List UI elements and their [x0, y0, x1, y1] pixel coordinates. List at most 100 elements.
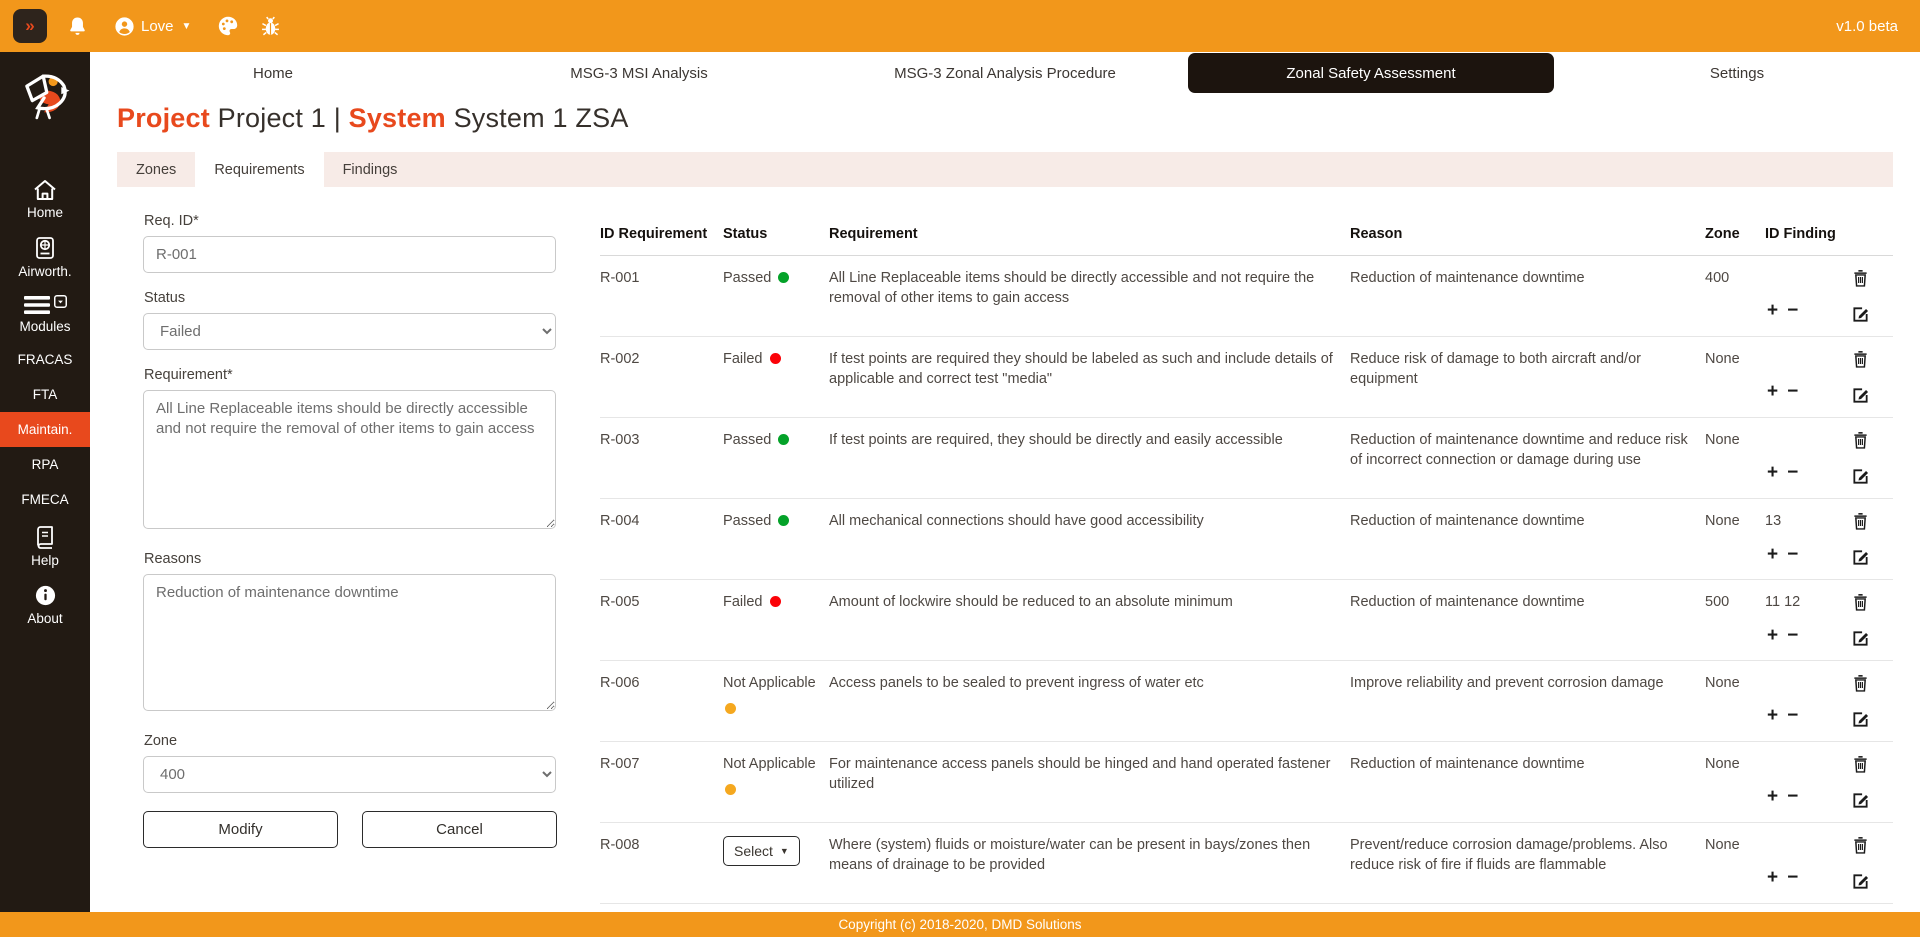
page-title: Project Project 1 | System System 1 ZSA	[117, 103, 629, 133]
add-finding-button[interactable]: +	[1767, 543, 1779, 565]
status-select-button[interactable]: Select ▼	[723, 836, 800, 867]
remove-finding-button[interactable]: −	[1787, 705, 1799, 727]
edit-requirement-button[interactable]	[1852, 711, 1869, 728]
tab-zones[interactable]: Zones	[117, 152, 195, 187]
cell-zone: None	[1705, 660, 1765, 743]
nav-item-msg3-msi-analysis[interactable]: MSG-3 MSI Analysis	[456, 53, 822, 93]
col-header-id-finding: ID Finding	[1765, 213, 1852, 257]
cell-requirement: Amount of lockwire should be reduced to …	[829, 579, 1350, 662]
delete-requirement-button[interactable]	[1852, 593, 1869, 611]
copyright-text: Copyright (c) 2018-2020, DMD Solutions	[838, 917, 1082, 932]
cell-status: Not Applicable	[723, 660, 829, 743]
table-row: R-005 Failed Amount of lockwire should b…	[600, 579, 1893, 662]
col-header-actions	[1852, 213, 1893, 257]
sidebar-item-rpa[interactable]: RPA	[0, 447, 90, 482]
sidebar-item-maintain[interactable]: Maintain.	[0, 412, 90, 447]
cell-id-finding: 13 + −	[1765, 498, 1852, 581]
edit-requirement-button[interactable]	[1852, 549, 1869, 566]
delete-requirement-button[interactable]	[1852, 836, 1869, 854]
cell-req-id: R-007	[600, 741, 723, 824]
add-finding-button[interactable]: +	[1767, 381, 1779, 403]
cell-status: Failed	[723, 336, 829, 419]
reasons-textarea[interactable]	[143, 574, 556, 711]
cell-actions	[1852, 255, 1893, 338]
status-value: Passed	[723, 270, 790, 286]
modify-button[interactable]: Modify	[143, 811, 338, 848]
delete-requirement-button[interactable]	[1852, 512, 1869, 530]
edit-requirement-button[interactable]	[1852, 873, 1869, 890]
edit-requirement-button[interactable]	[1852, 630, 1869, 647]
delete-requirement-button[interactable]	[1852, 269, 1869, 287]
status-dot-icon	[769, 596, 781, 608]
debug-bug-icon[interactable]	[259, 13, 282, 39]
remove-finding-button[interactable]: −	[1787, 381, 1799, 403]
status-dot-icon	[778, 272, 790, 284]
cell-zone: 400	[1705, 255, 1765, 338]
status-value: Failed	[723, 594, 781, 610]
cell-requirement: If test points are required they should …	[829, 336, 1350, 419]
table-row: R-001 Passed All Line Replaceable items …	[600, 255, 1893, 338]
nav-item-home[interactable]: Home	[90, 53, 456, 93]
edit-requirement-button[interactable]	[1852, 468, 1869, 485]
edit-requirement-button[interactable]	[1852, 387, 1869, 404]
sidebar-item-modules[interactable]: Modules	[0, 287, 90, 342]
cell-requirement: Where (system) fluids or moisture/water …	[829, 822, 1350, 905]
cell-actions	[1852, 822, 1893, 905]
cell-req-id: R-006	[600, 660, 723, 743]
theme-palette-icon[interactable]	[216, 13, 240, 39]
req-id-label: Req. ID*	[144, 213, 199, 229]
delete-requirement-button[interactable]	[1852, 350, 1869, 368]
main-nav: Home MSG-3 MSI Analysis MSG-3 Zonal Anal…	[90, 53, 1920, 93]
sidebar-item-airworthiness[interactable]: Airworth.	[0, 228, 90, 287]
delete-requirement-button[interactable]	[1852, 431, 1869, 449]
version-label: v1.0 beta	[1836, 17, 1898, 35]
table-row: R-004 Passed All mechanical connections …	[600, 498, 1893, 581]
sidebar-item-help[interactable]: Help	[0, 517, 90, 576]
nav-item-settings[interactable]: Settings	[1554, 53, 1920, 93]
tab-requirements[interactable]: Requirements	[195, 152, 324, 187]
status-dot-icon	[725, 783, 736, 795]
add-finding-button[interactable]: +	[1767, 300, 1779, 322]
sidebar-toggle-button[interactable]: »	[13, 9, 47, 43]
add-finding-button[interactable]: +	[1767, 462, 1779, 484]
sidebar-item-home[interactable]: Home	[0, 171, 90, 228]
delete-requirement-button[interactable]	[1852, 674, 1869, 692]
add-finding-button[interactable]: +	[1767, 786, 1779, 808]
remove-finding-button[interactable]: −	[1787, 867, 1799, 889]
nav-item-msg3-zonal-analysis-procedure[interactable]: MSG-3 Zonal Analysis Procedure	[822, 53, 1188, 93]
cell-status: Failed	[723, 579, 829, 662]
status-select[interactable]: Failed	[143, 313, 556, 350]
edit-requirement-button[interactable]	[1852, 792, 1869, 809]
remove-finding-button[interactable]: −	[1787, 462, 1799, 484]
delete-requirement-button[interactable]	[1852, 755, 1869, 773]
sidebar-item-about[interactable]: About	[0, 576, 90, 634]
remove-finding-button[interactable]: −	[1787, 786, 1799, 808]
remove-finding-button[interactable]: −	[1787, 300, 1799, 322]
sidebar: Home Airworth. Modules FRACAS FTA Mainta…	[0, 52, 90, 912]
finding-ids: 11 12	[1765, 594, 1801, 611]
requirement-textarea[interactable]	[143, 390, 556, 529]
remove-finding-button[interactable]: −	[1787, 543, 1799, 565]
sidebar-item-fmeca[interactable]: FMECA	[0, 482, 90, 517]
sidebar-item-fracas[interactable]: FRACAS	[0, 342, 90, 377]
add-finding-button[interactable]: +	[1767, 705, 1779, 727]
edit-requirement-button[interactable]	[1852, 306, 1869, 323]
zone-label: Zone	[144, 733, 178, 749]
status-dot-icon	[725, 702, 736, 714]
tab-findings[interactable]: Findings	[324, 152, 417, 187]
req-id-input[interactable]	[143, 236, 556, 273]
nav-item-zonal-safety-assessment[interactable]: Zonal Safety Assessment	[1188, 53, 1554, 93]
sidebar-item-fta[interactable]: FTA	[0, 377, 90, 412]
cell-id-finding: + −	[1765, 741, 1852, 824]
cell-id-finding: + −	[1765, 255, 1852, 338]
status-value: Not Applicable	[723, 675, 821, 714]
add-finding-button[interactable]: +	[1767, 624, 1779, 646]
user-menu[interactable]: Love ▼	[108, 15, 197, 38]
finding-ids	[1765, 755, 1844, 774]
add-finding-button[interactable]: +	[1767, 867, 1779, 889]
remove-finding-button[interactable]: −	[1787, 624, 1799, 646]
app-logo-bird	[16, 68, 74, 131]
notifications-bell-icon[interactable]	[66, 13, 89, 39]
cancel-button[interactable]: Cancel	[362, 811, 557, 848]
zone-select[interactable]: 400	[143, 756, 556, 793]
